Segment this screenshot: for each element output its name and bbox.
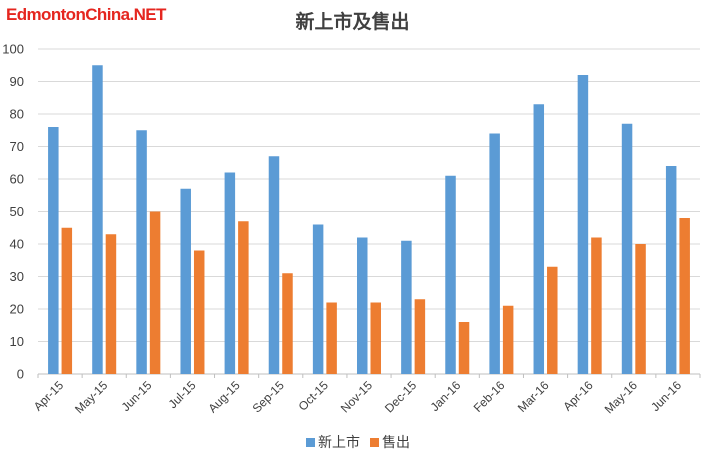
- x-axis-ticks: Apr-15 May-15 Jun-15 Jul-15 Aug-15 Sep-15 Oct-…: [31, 378, 684, 416]
- y-tick-label: 10: [10, 334, 24, 349]
- x-tick-label: May-15: [72, 378, 110, 416]
- x-tick-label: Feb-16: [471, 378, 508, 415]
- y-tick-label: 70: [10, 139, 24, 154]
- x-tick-label: Jun-16: [648, 378, 684, 414]
- chart-title: 新上市及售出: [295, 11, 410, 33]
- x-tick-label: Mar-16: [515, 378, 552, 415]
- logo: EdmontonChina.NET: [6, 5, 166, 24]
- bar-sold: [547, 266, 558, 374]
- bar-new-listings: [48, 127, 59, 374]
- bar-new-listings: [621, 123, 633, 374]
- x-tick-label: Nov-15: [338, 378, 375, 415]
- bar-sold: [193, 250, 205, 374]
- bar-sold: [149, 211, 161, 374]
- legend-swatch: [306, 438, 315, 447]
- y-tick-label: 100: [2, 42, 24, 57]
- bar-new-listings: [268, 156, 280, 374]
- bar-new-listings: [533, 104, 545, 374]
- bar-sold: [591, 237, 602, 374]
- bar-new-listings: [92, 65, 103, 374]
- x-tick-label: Sep-15: [250, 378, 287, 415]
- bar-sold: [635, 244, 646, 374]
- bars: [48, 65, 690, 374]
- bar-sold: [458, 322, 470, 374]
- bar-sold: [502, 305, 514, 374]
- bar-new-listings: [136, 130, 147, 374]
- x-tick-label: Jan-16: [428, 378, 464, 414]
- x-tick-label: Apr-16: [560, 378, 596, 414]
- x-tick-label: Dec-15: [382, 378, 419, 415]
- bar-new-listings: [665, 166, 677, 374]
- bar-new-listings: [445, 175, 456, 374]
- bar-new-listings: [357, 237, 368, 374]
- x-tick-label: Oct-15: [296, 378, 332, 414]
- x-tick-label: Apr-15: [31, 378, 67, 414]
- legend-label: 售出: [382, 435, 410, 451]
- bar-new-listings: [224, 172, 236, 374]
- x-tick-label: Jul-15: [166, 378, 199, 411]
- legend: 新上市 售出: [306, 434, 410, 451]
- y-tick-label: 40: [10, 237, 24, 252]
- bar-new-listings: [489, 133, 500, 374]
- bar-sold: [414, 299, 426, 374]
- bar-new-listings: [401, 240, 412, 374]
- bar-sold: [370, 302, 381, 374]
- y-tick-label: 20: [10, 302, 24, 317]
- gridlines: [37, 48, 701, 378]
- bar-new-listings: [312, 224, 324, 374]
- legend-swatch: [370, 438, 379, 447]
- x-tick-label: May-16: [602, 378, 640, 416]
- y-tick-label: 30: [10, 269, 24, 284]
- bar-sold: [679, 218, 690, 374]
- x-tick-label: Aug-15: [205, 378, 242, 415]
- y-tick-label: 60: [10, 172, 24, 187]
- legend-label: 新上市: [318, 434, 360, 451]
- x-tick-label: Jun-15: [119, 378, 155, 414]
- y-axis-ticks: 0 10 20 30 40 50 60 70 80 90 100: [2, 42, 24, 382]
- y-tick-label: 80: [10, 107, 24, 122]
- bar-sold: [61, 227, 73, 374]
- bar-new-listings: [180, 188, 191, 374]
- bar-sold: [238, 221, 249, 374]
- bar-sold: [282, 273, 293, 374]
- bar-new-listings: [577, 75, 589, 374]
- y-tick-label: 50: [10, 204, 24, 219]
- bar-sold: [326, 302, 337, 374]
- bar-sold: [105, 234, 117, 374]
- y-tick-label: 0: [17, 367, 24, 382]
- y-tick-label: 90: [10, 74, 24, 89]
